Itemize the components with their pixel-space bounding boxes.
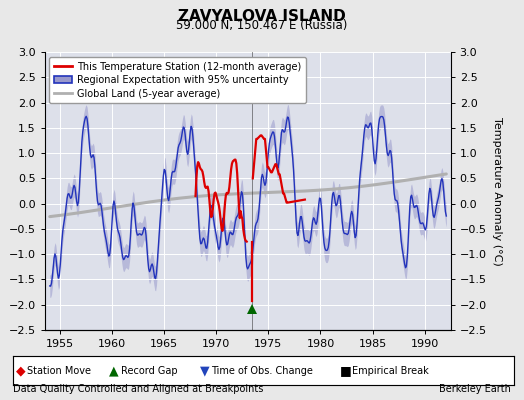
Text: ▲: ▲ xyxy=(110,364,119,377)
Text: Data Quality Controlled and Aligned at Breakpoints: Data Quality Controlled and Aligned at B… xyxy=(13,384,264,394)
Text: Empirical Break: Empirical Break xyxy=(352,366,429,376)
Text: Berkeley Earth: Berkeley Earth xyxy=(439,384,511,394)
Text: ▼: ▼ xyxy=(200,364,209,377)
Y-axis label: Temperature Anomaly (°C): Temperature Anomaly (°C) xyxy=(493,117,503,265)
Text: ◆: ◆ xyxy=(16,364,26,377)
Text: ■: ■ xyxy=(340,364,352,377)
Text: Time of Obs. Change: Time of Obs. Change xyxy=(211,366,312,376)
Legend: This Temperature Station (12-month average), Regional Expectation with 95% uncer: This Temperature Station (12-month avera… xyxy=(49,57,305,103)
Text: 59.000 N, 150.467 E (Russia): 59.000 N, 150.467 E (Russia) xyxy=(176,19,348,32)
Text: Station Move: Station Move xyxy=(27,366,91,376)
Text: ZAVYALOVA ISLAND: ZAVYALOVA ISLAND xyxy=(178,9,346,24)
Text: Record Gap: Record Gap xyxy=(121,366,177,376)
